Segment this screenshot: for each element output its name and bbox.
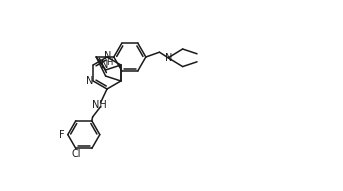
Text: N: N	[165, 53, 172, 63]
Text: NH: NH	[92, 100, 107, 110]
Text: N: N	[86, 76, 94, 86]
Text: Cl: Cl	[71, 149, 81, 159]
Text: N: N	[104, 51, 112, 61]
Text: H: H	[106, 58, 113, 67]
Text: F: F	[59, 130, 64, 140]
Text: N: N	[101, 60, 108, 70]
